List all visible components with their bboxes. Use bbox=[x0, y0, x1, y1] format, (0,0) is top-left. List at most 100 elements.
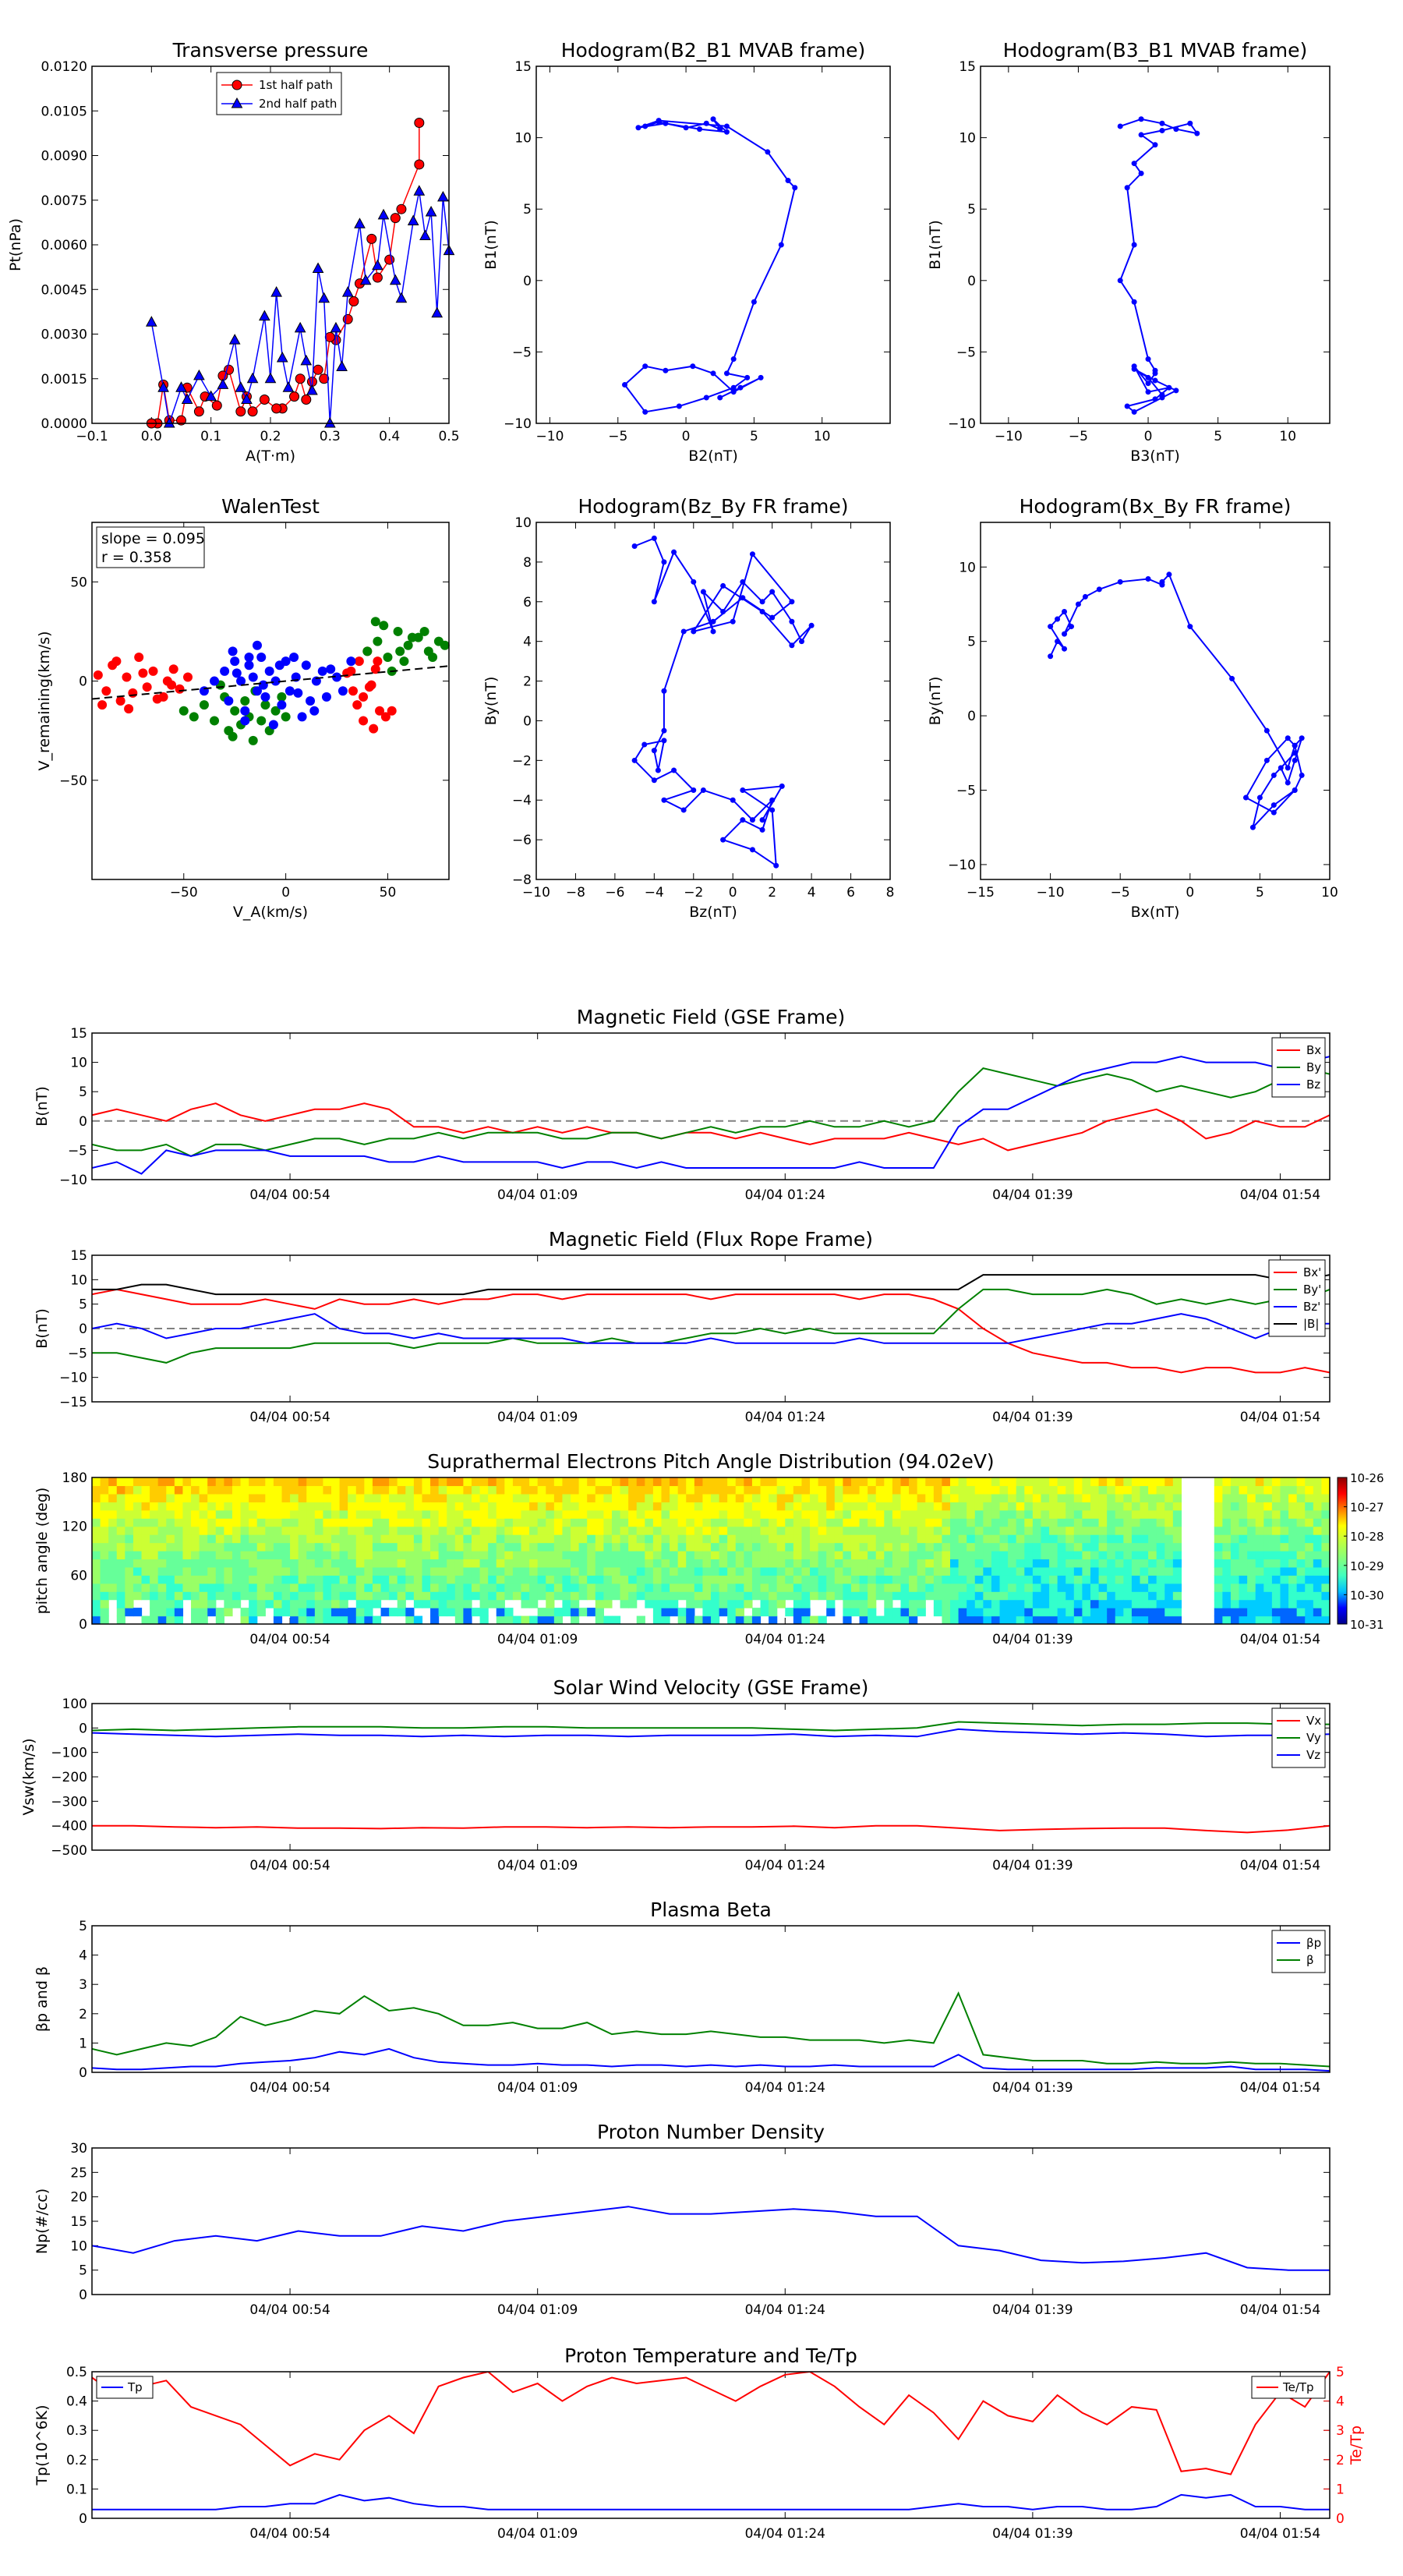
heatmap-cell bbox=[958, 1542, 967, 1552]
heatmap-cell bbox=[1222, 1493, 1232, 1502]
legend-label: Bx bbox=[1306, 1043, 1321, 1057]
heatmap-cell bbox=[636, 1566, 645, 1576]
hodogram-point bbox=[769, 797, 776, 803]
plot-area bbox=[92, 1721, 1330, 1834]
heatmap-cell bbox=[801, 1599, 811, 1608]
heatmap-cell bbox=[571, 1502, 580, 1511]
heatmap-cell bbox=[182, 1477, 192, 1487]
heatmap-cell bbox=[1115, 1591, 1124, 1601]
heatmap-cell bbox=[1140, 1575, 1149, 1584]
heatmap-cell bbox=[1131, 1575, 1141, 1584]
heatmap-cell bbox=[537, 1526, 546, 1535]
heatmap-cell bbox=[348, 1526, 357, 1535]
heatmap-cell bbox=[595, 1615, 604, 1624]
plot-frame bbox=[980, 522, 1331, 880]
heatmap-cell bbox=[273, 1502, 283, 1511]
y-tick-label: 0.4 bbox=[66, 2394, 87, 2410]
heatmap-cell bbox=[974, 1534, 984, 1544]
data-point bbox=[419, 229, 431, 241]
heatmap-cell bbox=[744, 1615, 753, 1624]
heatmap-cell bbox=[744, 1477, 753, 1487]
heatmap-cell bbox=[207, 1526, 217, 1535]
heatmap-cell bbox=[645, 1502, 654, 1511]
heatmap-cell bbox=[751, 1566, 762, 1576]
heatmap-cell bbox=[348, 1615, 357, 1624]
heatmap-cell bbox=[355, 1583, 365, 1592]
hodogram-point bbox=[1229, 675, 1235, 681]
x-axis-label: B3(nT) bbox=[1130, 448, 1180, 465]
heatmap-cell bbox=[249, 1542, 258, 1552]
x-tick-label: 0 bbox=[1186, 885, 1194, 901]
heatmap-cell bbox=[447, 1566, 456, 1576]
y-tick-label: 0.0075 bbox=[41, 193, 87, 209]
heatmap-cell bbox=[1247, 1509, 1256, 1519]
heatmap-cell bbox=[628, 1559, 638, 1568]
heatmap-cell bbox=[298, 1485, 307, 1495]
heatmap-cell bbox=[983, 1608, 992, 1617]
heatmap-cell bbox=[1239, 1583, 1248, 1592]
heatmap-cell bbox=[958, 1485, 967, 1495]
legend-label: By' bbox=[1303, 1283, 1321, 1297]
heatmap-cell bbox=[1280, 1551, 1289, 1560]
heatmap-cell bbox=[256, 1559, 266, 1568]
heatmap-cell bbox=[611, 1566, 621, 1576]
heatmap-cell bbox=[793, 1608, 803, 1617]
heatmap-cell bbox=[413, 1575, 423, 1584]
heatmap-cell bbox=[1049, 1509, 1058, 1519]
heatmap-cell bbox=[479, 1534, 489, 1544]
heatmap-cell bbox=[1041, 1518, 1050, 1527]
heatmap-cell bbox=[1090, 1493, 1100, 1502]
heatmap-cell bbox=[488, 1526, 497, 1535]
heatmap-cell bbox=[1305, 1608, 1314, 1617]
heatmap-cell bbox=[405, 1526, 415, 1535]
heatmap-cell bbox=[463, 1559, 472, 1568]
heatmap-cell bbox=[1148, 1526, 1157, 1535]
y-tick-label: 0.0045 bbox=[41, 282, 87, 298]
heatmap-cell bbox=[1115, 1518, 1124, 1527]
heatmap-cell bbox=[348, 1575, 357, 1584]
heatmap-cell bbox=[603, 1583, 613, 1592]
heatmap-cell bbox=[1230, 1615, 1240, 1624]
heatmap-cell bbox=[991, 1591, 1001, 1601]
heatmap-cell bbox=[438, 1566, 447, 1576]
heatmap-cell bbox=[719, 1493, 728, 1502]
heatmap-cell bbox=[892, 1575, 902, 1584]
heatmap-cell bbox=[207, 1477, 217, 1487]
heatmap-cell bbox=[191, 1493, 200, 1502]
heatmap-cell bbox=[1230, 1518, 1240, 1527]
heatmap-cell bbox=[587, 1566, 596, 1576]
heatmap-cell bbox=[397, 1477, 406, 1487]
heatmap-cell bbox=[174, 1534, 184, 1544]
heatmap-cell bbox=[265, 1559, 274, 1568]
heatmap-cell bbox=[231, 1599, 242, 1608]
heatmap-cell bbox=[496, 1509, 505, 1519]
plot-frame bbox=[535, 65, 891, 424]
heatmap-cell bbox=[628, 1502, 638, 1511]
heatmap-cell bbox=[1280, 1477, 1289, 1487]
heatmap-cell bbox=[744, 1551, 753, 1560]
heatmap-cell bbox=[967, 1583, 976, 1592]
heatmap-cell bbox=[553, 1534, 564, 1544]
heatmap-cell bbox=[1082, 1509, 1091, 1519]
heatmap-cell bbox=[157, 1566, 167, 1576]
heatmap-cell bbox=[546, 1583, 555, 1592]
heatmap-cell bbox=[323, 1542, 332, 1552]
heatmap-cell bbox=[1123, 1615, 1133, 1624]
heatmap-cell bbox=[1164, 1493, 1174, 1502]
heatmap-cell bbox=[323, 1599, 332, 1608]
x-tick-label: 0 bbox=[1144, 429, 1153, 444]
plot-area bbox=[92, 2372, 1330, 2511]
heatmap-cell bbox=[1140, 1551, 1149, 1560]
heatmap-cell bbox=[1214, 1559, 1223, 1568]
heatmap-cell bbox=[850, 1518, 861, 1527]
heatmap-cell bbox=[933, 1518, 943, 1527]
heatmap-cell bbox=[587, 1534, 596, 1544]
heatmap-cell bbox=[991, 1615, 1001, 1624]
heatmap-cell bbox=[1239, 1566, 1248, 1576]
heatmap-cell bbox=[677, 1615, 687, 1624]
heatmap-cell bbox=[1247, 1583, 1256, 1592]
heatmap-cell bbox=[1247, 1493, 1256, 1502]
heatmap-cell bbox=[917, 1485, 926, 1495]
heatmap-cell bbox=[1214, 1542, 1223, 1552]
heatmap-cell bbox=[686, 1502, 695, 1511]
